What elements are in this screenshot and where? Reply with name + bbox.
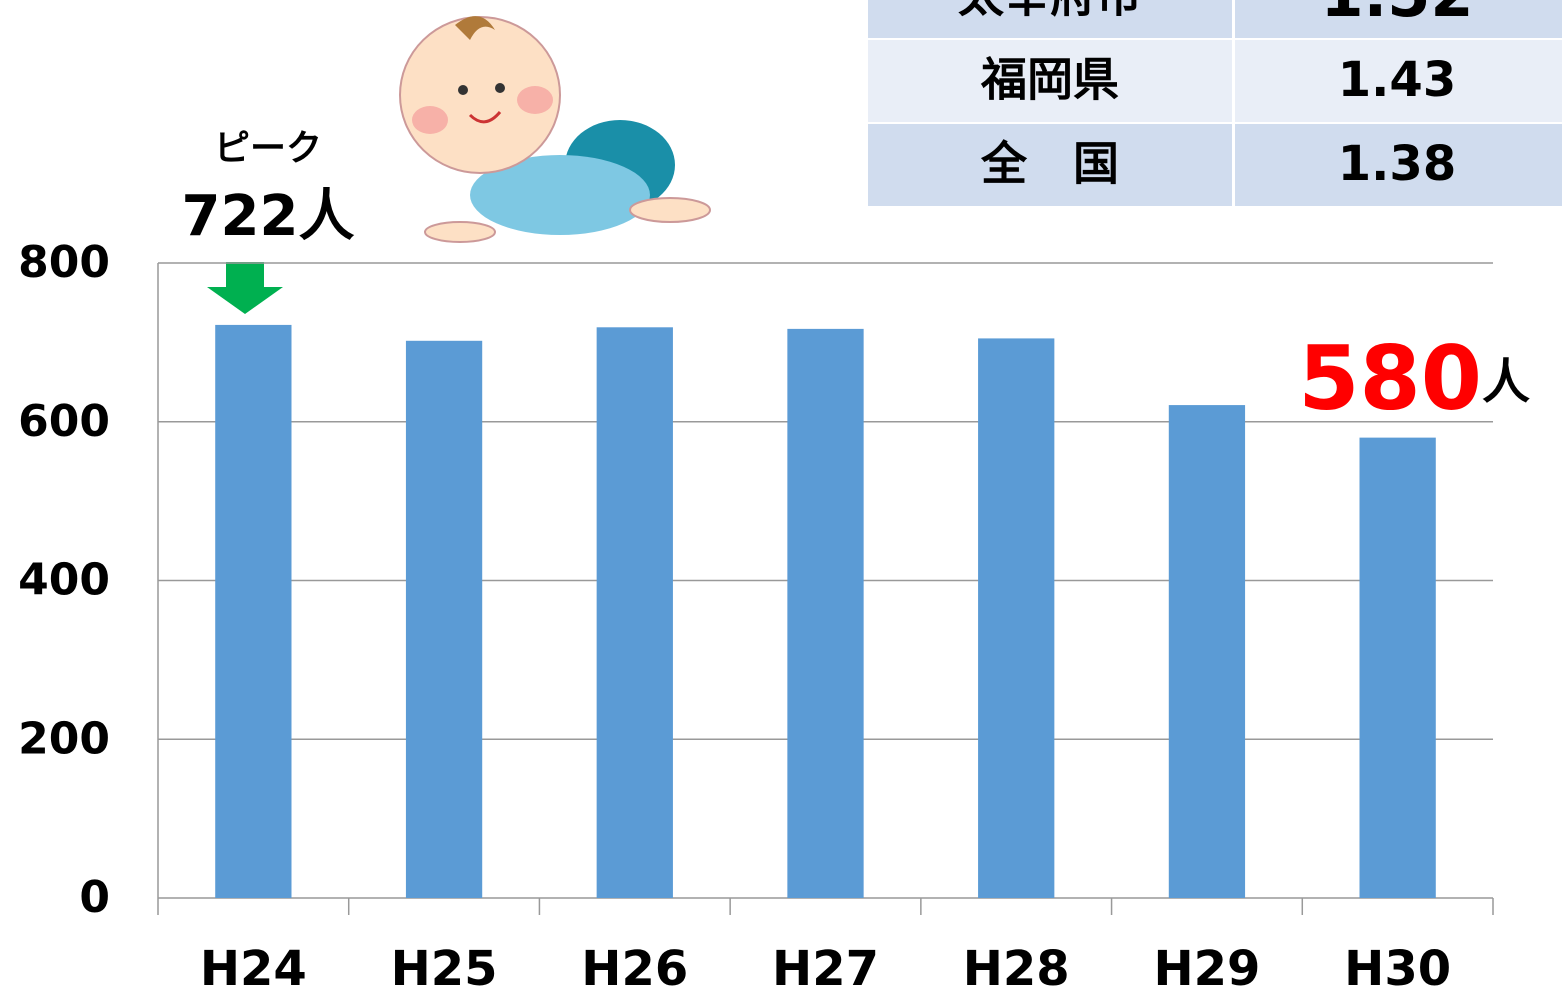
table-label: 太宰府市 (958, 0, 1142, 23)
table-label: 福岡県 (980, 53, 1119, 107)
x-tick-label: H30 (1344, 941, 1451, 996)
peak-annotation: ピーク (214, 128, 322, 169)
table-value: 1.38 (1338, 136, 1456, 192)
bar (215, 325, 291, 898)
table-value: 1.52 (1321, 0, 1474, 31)
x-tick-label: H25 (391, 941, 498, 996)
y-tick-label: 600 (18, 396, 110, 447)
value-label: 722人 (182, 184, 355, 249)
bar (1360, 438, 1436, 898)
y-tick-label: 400 (18, 555, 110, 606)
x-tick-label: H27 (772, 941, 879, 996)
x-tick-label: H24 (200, 941, 307, 996)
bar (1169, 405, 1245, 898)
value-label: 580人 (1298, 327, 1530, 430)
table-value: 1.43 (1338, 52, 1456, 108)
baby-illustration (400, 16, 710, 242)
chart: 0 200 400 600 800 H24 H25 H26 H27 H28 H29 H30 ピーク 722… (0, 0, 1562, 996)
x-tick-label: H28 (963, 941, 1070, 996)
table: 太宰府市 1.52 福岡県 1.43 全 国 1.38 (868, 0, 1562, 206)
y-tick-label: 0 (79, 872, 110, 923)
table-label: 全 国 (980, 137, 1119, 191)
bar (978, 338, 1054, 898)
bar (406, 341, 482, 898)
y-tick-label: 200 (18, 713, 110, 764)
x-tick-label: H29 (1153, 941, 1260, 996)
bar (597, 327, 673, 898)
peak-arrow (207, 262, 283, 314)
page: {"chart_data": {"type": "bar", "categori… (0, 0, 1562, 996)
y-tick-label: 800 (18, 237, 110, 288)
x-tick-label: H26 (581, 941, 688, 996)
bar (787, 329, 863, 898)
